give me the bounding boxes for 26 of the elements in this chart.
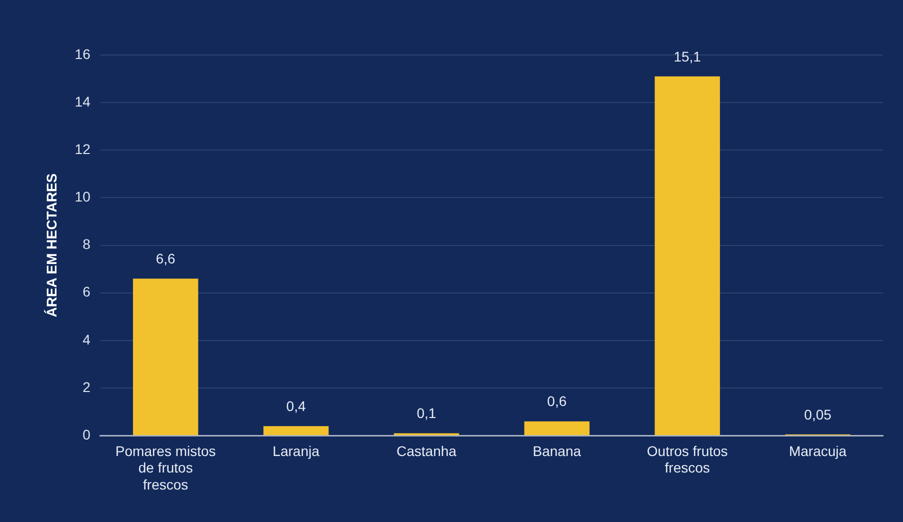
y-tick-label: 4 [82,331,91,348]
x-tick-label: Laranja [272,442,320,459]
bar [132,278,198,436]
data-label: 0,1 [416,405,436,422]
x-tick-label: Castanha [396,442,457,459]
y-tick-label: 12 [74,141,91,158]
data-label: 0,6 [547,393,567,410]
y-tick-label: 0 [82,426,91,442]
y-tick-label: 16 [74,46,91,62]
x-tick-label: Maracuja [788,442,847,459]
y-axis-title: ÁREA EM HECTARES [43,173,60,318]
data-label: 0,4 [286,398,306,414]
data-label: 6,6 [156,250,176,266]
bar [263,426,329,436]
y-tick-label: 10 [74,188,91,205]
bar [524,421,590,436]
y-tick-label: 6 [82,284,91,300]
data-label: 15,1 [674,48,702,64]
x-tick-label: Outros frutos frescos [646,442,728,476]
x-tick-label: Banana [532,442,582,459]
data-label: 0,05 [804,406,832,422]
bar [654,76,720,436]
y-tick-label: 2 [82,378,91,395]
y-tick-label: 8 [82,236,91,252]
x-tick-label: Pomares mistos de frutos frescos [115,442,216,492]
y-tick-label: 14 [74,93,91,110]
